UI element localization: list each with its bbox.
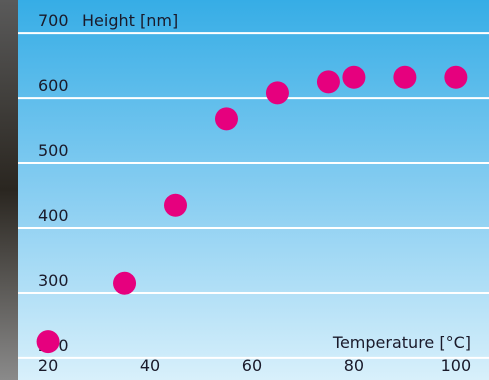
x-tick-label: 80 (344, 356, 364, 375)
point (317, 70, 340, 93)
x-tick-label: 60 (242, 356, 262, 375)
point (215, 107, 238, 130)
chart: 200300400500600700Height [nm]20406080100… (0, 0, 489, 380)
y-tick-label: 400 (38, 206, 69, 225)
x-tick-label: 100 (441, 356, 472, 375)
x-tick-label: 20 (38, 356, 58, 375)
point (164, 194, 187, 217)
plot-background (18, 0, 489, 380)
point (342, 66, 365, 89)
point (393, 66, 416, 89)
y-tick-label: 300 (38, 271, 69, 290)
photo-edge (0, 0, 18, 380)
point (37, 330, 60, 353)
y-tick-label: 500 (38, 141, 69, 160)
point (266, 81, 289, 104)
x-axis-label: Temperature [°C] (332, 333, 471, 352)
point (444, 66, 467, 89)
y-axis-label: Height [nm] (82, 11, 178, 30)
x-tick-label: 40 (140, 356, 160, 375)
y-tick-label: 600 (38, 76, 69, 95)
point (113, 272, 136, 295)
y-tick-label: 700 (38, 11, 69, 30)
